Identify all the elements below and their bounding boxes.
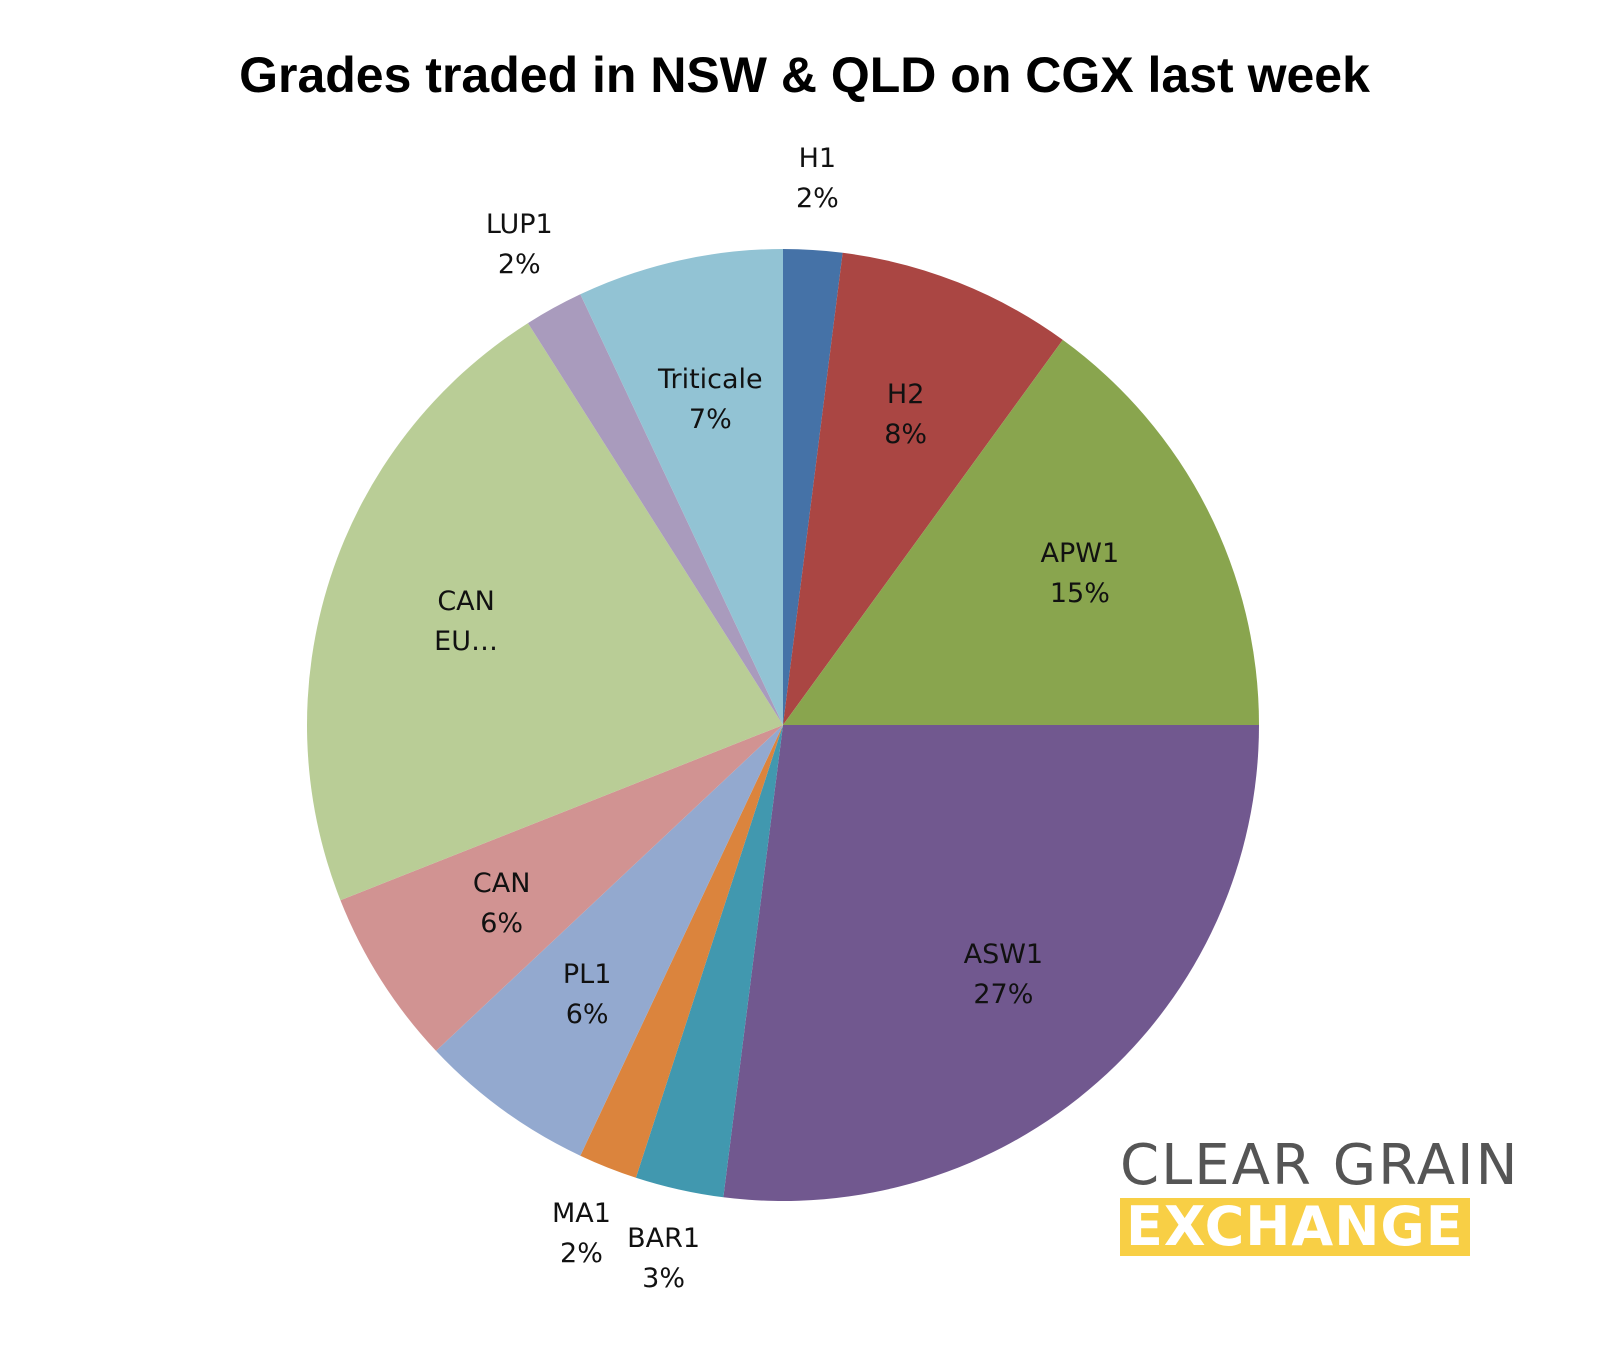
category-label: ASW1 [963, 938, 1044, 970]
slice-label: CAN EU… [434, 582, 498, 662]
pie-slice [635, 725, 783, 1198]
pie-slice [436, 725, 783, 1156]
category-label: CAN EU… [434, 586, 499, 658]
slice-label: CAN 6% [473, 864, 531, 944]
pie-slice [527, 294, 783, 725]
slice-label: BAR1 3% [627, 1219, 700, 1299]
pie-slice [307, 323, 783, 901]
category-label: H2 [886, 379, 925, 411]
logo: CLEAR GRAIN EXCHANGE [1120, 1138, 1519, 1256]
pie-slice [580, 725, 783, 1178]
category-label: APW1 [1040, 537, 1120, 569]
pie-slice [723, 725, 1259, 1201]
category-label: PL1 [562, 958, 612, 990]
slice-label: LUP1 2% [486, 205, 553, 285]
value-label: 2% [795, 182, 839, 214]
category-label: H1 [798, 142, 837, 174]
value-label: 2% [560, 1237, 603, 1269]
category-label: LUP1 [485, 209, 553, 241]
logo-line: CLEAR GRAIN [1120, 1133, 1520, 1198]
category-label: Triticale [657, 363, 763, 395]
slice-label: H1 2% [796, 139, 839, 219]
value-label: 15% [1049, 577, 1110, 609]
value-label: 2% [497, 249, 541, 281]
chart-title: Grades traded in NSW & QLD on CGX last w… [239, 47, 1370, 103]
value-label: 3% [642, 1263, 685, 1295]
slice-label: APW1 15% [1041, 534, 1120, 614]
slice-label: H2 8% [884, 375, 927, 455]
slice-label: MA1 2% [552, 1194, 611, 1274]
category-label: BAR1 [627, 1223, 701, 1255]
category-label: MA1 [552, 1197, 611, 1229]
pie-slice [783, 339, 1259, 725]
slice-label: Triticale 7% [658, 360, 763, 440]
pie-slice [580, 249, 783, 725]
value-label: 6% [565, 998, 609, 1030]
logo-line: EXCHANGE [1120, 1198, 1470, 1256]
value-label: 27% [973, 978, 1034, 1010]
pie-slice [783, 249, 843, 725]
slice-label: PL1 6% [563, 955, 612, 1035]
value-label: 7% [688, 403, 732, 435]
value-label: 8% [884, 419, 928, 451]
pie-slice [783, 252, 1063, 725]
category-label: CAN [472, 867, 531, 899]
value-label: 6% [480, 907, 524, 939]
pie-slice [340, 725, 783, 1051]
slice-label: ASW1 27% [964, 935, 1043, 1015]
